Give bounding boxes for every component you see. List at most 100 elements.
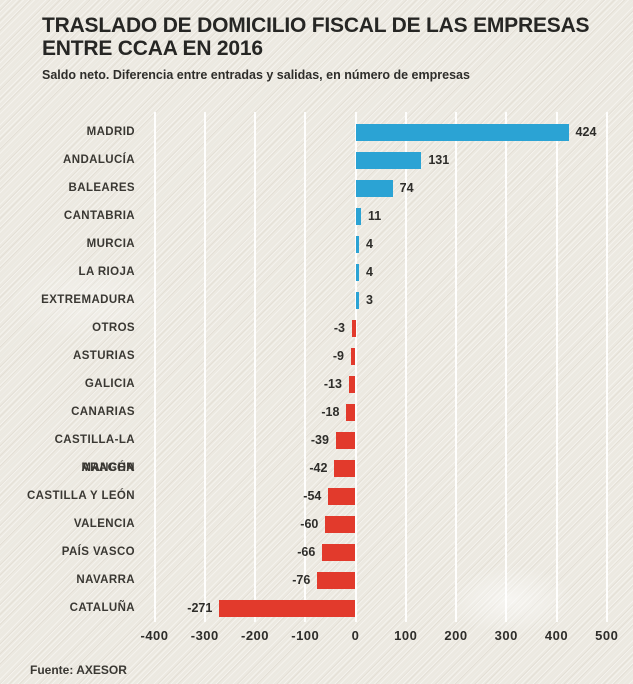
value-label: 4	[366, 265, 373, 279]
category-label: LA RIOJA	[78, 266, 135, 278]
chart-row: ANDALUCÍA 131	[0, 146, 633, 174]
header: TRASLADO DE DOMICILIO FISCAL DE LAS EMPR…	[0, 0, 633, 82]
chart-row: NAVARRA -76	[0, 566, 633, 594]
category-label: OTROS	[92, 322, 135, 334]
source-note: Fuente: AXESOR	[30, 663, 127, 677]
value-label: -39	[310, 433, 329, 447]
value-label: 74	[399, 181, 414, 195]
value-label: -13	[323, 377, 342, 391]
category-label: CASTILLA Y LEÓN	[26, 490, 135, 502]
gridline	[254, 112, 256, 622]
chart-row: GALICIA -13	[0, 370, 633, 398]
x-tick-label: 400	[544, 628, 569, 643]
bar-asturias	[350, 347, 356, 365]
value-label: -9	[332, 349, 344, 363]
category-label: ASTURIAS	[73, 350, 135, 362]
x-tick-label: 300	[494, 628, 518, 643]
category-label: EXTREMADURA	[41, 294, 135, 306]
chart-row: CANARIAS -18	[0, 398, 633, 426]
bar-la-rioja	[355, 263, 359, 281]
chart-subtitle: Saldo neto. Diferencia entre entradas y …	[42, 68, 470, 82]
x-tick-label: 500	[595, 628, 619, 643]
footer: Fuente: AXESOR	[30, 663, 633, 677]
chart-row: MURCIA 4	[0, 230, 633, 258]
value-label: -42	[309, 461, 328, 475]
x-tick-label: 0	[351, 628, 360, 643]
chart-title: TRASLADO DE DOMICILIO FISCAL DE LAS EMPR…	[42, 14, 623, 60]
value-label: -76	[292, 573, 311, 587]
gridline	[455, 112, 457, 622]
chart-row: CANTABRIA 11	[0, 202, 633, 230]
bar-otros	[352, 319, 356, 337]
chart-row: ARAGÓN -42	[0, 454, 633, 482]
value-label: -54	[303, 489, 322, 503]
chart-title-line1: TRASLADO DE DOMICILIO FISCAL DE LAS EMPR…	[42, 14, 590, 37]
category-label: CATALUÑA	[69, 602, 135, 614]
category-label: CANTABRIA	[63, 210, 135, 222]
gridline	[354, 112, 357, 622]
category-label: CASTILLA-LA MANCHA	[54, 434, 135, 474]
category-label: GALICIA	[84, 378, 135, 390]
gridline	[505, 112, 508, 622]
bar-andaluc-a	[355, 151, 422, 169]
chart-row: PAÍS VASCO -66	[0, 538, 633, 566]
value-label: -66	[297, 545, 316, 559]
category-label: MADRID	[86, 126, 135, 138]
x-tick-label: -100	[291, 628, 320, 643]
value-label: -271	[187, 601, 213, 615]
x-tick-label: -400	[140, 628, 169, 643]
gridline	[605, 112, 608, 622]
x-tick-label: 200	[444, 628, 468, 643]
category-label: PAÍS VASCO	[61, 546, 135, 558]
chart-row: OTROS -3	[0, 314, 633, 342]
chart-row: EXTREMADURA 3	[0, 286, 633, 314]
bar-arag-n	[334, 459, 356, 477]
bar-castilla-y-le-n	[328, 487, 356, 505]
bar-extremadura	[355, 291, 359, 309]
chart-row: LA RIOJA 4	[0, 258, 633, 286]
value-label: 131	[428, 153, 450, 167]
x-tick-label: -300	[190, 628, 219, 643]
x-axis: -400 -300 -200 -100 0 100 200 300 400 500	[0, 628, 633, 646]
gridline	[304, 112, 307, 622]
gridline	[203, 112, 206, 622]
chart-row: MADRID 424	[0, 118, 633, 146]
chart-row: CASTILLA-LA MANCHA -39	[0, 426, 633, 474]
value-label: -3	[333, 321, 345, 335]
chart-title-line2: ENTRE CCAA EN 2016	[42, 37, 263, 60]
bar-pa-s-vasco	[322, 543, 356, 561]
category-label: ARAGÓN	[81, 462, 135, 474]
gridline	[555, 112, 558, 622]
category-label: ANDALUCÍA	[63, 154, 135, 166]
bar-galicia	[348, 375, 356, 393]
category-label: NAVARRA	[76, 574, 135, 586]
value-label: 4	[366, 237, 373, 251]
bar-madrid	[355, 123, 569, 141]
x-tick-label: -200	[240, 628, 270, 643]
gridline	[404, 112, 407, 622]
category-label: MURCIA	[86, 238, 135, 250]
value-label: 11	[368, 209, 382, 223]
bar-catalu-a	[219, 599, 356, 617]
bar-chart: MADRID 424 ANDALUCÍA 131 BALEARES 74 CANTABRIA…	[0, 112, 633, 622]
bar-valencia	[325, 515, 356, 533]
value-label: 424	[575, 125, 597, 139]
chart-row: CASTILLA Y LEÓN -54	[0, 482, 633, 510]
x-tick-label: 100	[394, 628, 418, 643]
chart-row: VALENCIA -60	[0, 510, 633, 538]
bar-cantabria	[355, 207, 362, 225]
gridline	[153, 112, 156, 622]
bar-canarias	[346, 403, 356, 421]
category-label: CANARIAS	[71, 406, 135, 418]
bar-castilla-la-mancha	[335, 431, 356, 449]
bar-navarra	[317, 571, 356, 589]
chart-row: BALEARES 74	[0, 174, 633, 202]
bar-baleares	[355, 179, 393, 197]
category-label: BALEARES	[68, 182, 135, 194]
category-label: VALENCIA	[73, 518, 135, 530]
chart-row: CATALUÑA -271	[0, 594, 633, 622]
value-label: -18	[321, 405, 340, 419]
value-label: 3	[366, 293, 373, 307]
chart-row: ASTURIAS -9	[0, 342, 633, 370]
